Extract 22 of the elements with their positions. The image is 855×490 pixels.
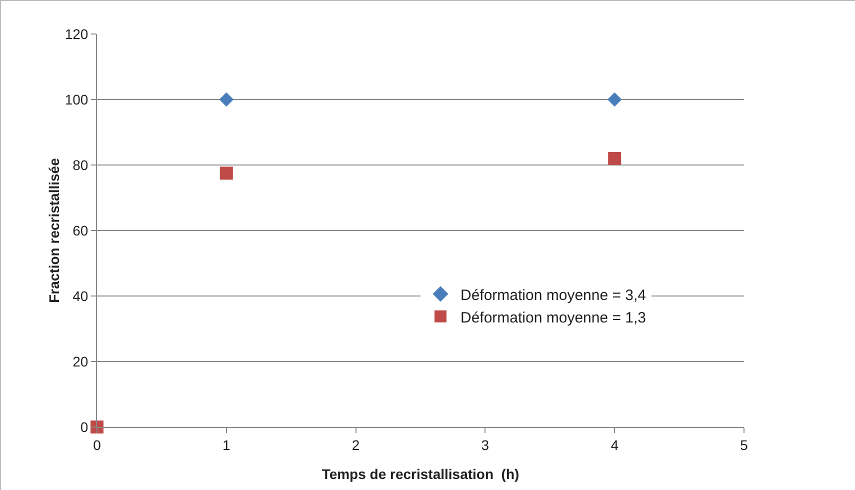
point [220,166,233,180]
point [90,420,104,434]
y-axis-title: Fraction recristallisée [46,158,62,303]
point [608,152,622,165]
y-tick-label: 80 [72,156,88,173]
y-tick-label: 60 [72,222,88,238]
legend-label: Déformation moyenne = 3,4 [460,286,646,304]
x-tick-label: 0 [93,436,102,453]
x-axis-title: Temps de recristallisation (h) [322,466,520,482]
legend-label: Déformation moyenne = 1,3 [460,309,646,326]
y-tick-label: 40 [72,288,88,304]
x-tick-label: 4 [610,436,619,453]
x-tick-label: 5 [740,436,748,453]
y-tick-label: 20 [72,353,88,370]
x-tick-label: 3 [481,436,490,453]
y-tick-label: 0 [80,418,88,435]
y-tick-label: 120 [64,26,88,42]
point [607,92,622,107]
point [219,92,234,107]
x-tick-label: 2 [352,436,360,453]
x-tick-label: 1 [222,436,230,453]
y-tick-label: 100 [64,91,88,108]
